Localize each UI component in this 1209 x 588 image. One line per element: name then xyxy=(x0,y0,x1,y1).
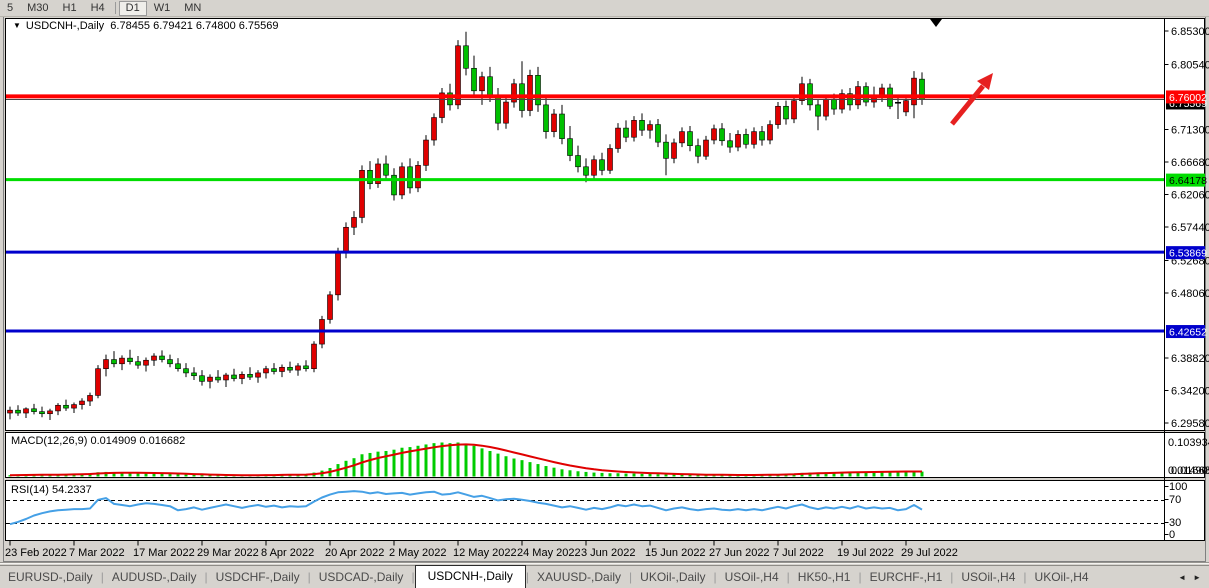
macd-indicator-label: MACD(12,26,9) 0.014909 0.016682 xyxy=(11,435,186,447)
svg-text:0.014909: 0.014909 xyxy=(1168,465,1209,477)
tab-separator: | xyxy=(1023,570,1027,584)
svg-text:6.64178: 6.64178 xyxy=(1169,175,1207,187)
macd-pane xyxy=(5,432,1205,478)
chart-tabs-bar: EURUSD-,Daily | AUDUSD-,Daily | USDCHF-,Dail… xyxy=(0,565,1209,588)
chart-window[interactable]: 6.85300 6.80540 6.71300 6.66680 6.62060 6.574… xyxy=(0,0,1209,565)
svg-text:17 Mar 2022: 17 Mar 2022 xyxy=(133,547,195,559)
svg-text:20 Apr 2022: 20 Apr 2022 xyxy=(325,547,384,559)
trend-arrow[interactable] xyxy=(950,73,993,126)
date-axis[interactable]: 23 Feb 2022 7 Mar 2022 17 Mar 2022 29 Mar 2… xyxy=(5,540,958,560)
svg-text:6.62060: 6.62060 xyxy=(1171,190,1209,202)
svg-text:6.80540: 6.80540 xyxy=(1171,59,1209,71)
svg-text:15 Jun 2022: 15 Jun 2022 xyxy=(645,547,706,559)
price-badge-6.42652: 6.42652 xyxy=(1166,325,1207,339)
price-badge-6.64178: 6.64178 xyxy=(1166,173,1207,187)
svg-text:6.85300: 6.85300 xyxy=(1171,26,1209,38)
svg-text:29 Jul 2022: 29 Jul 2022 xyxy=(901,547,958,559)
chart-tab-usdcad-daily[interactable]: USDCAD-,Daily xyxy=(318,570,404,584)
price-axis[interactable] xyxy=(1164,30,1169,535)
tab-separator: | xyxy=(411,570,415,584)
svg-text:23 Feb 2022: 23 Feb 2022 xyxy=(5,547,67,559)
svg-text:70: 70 xyxy=(1169,494,1181,506)
chart-ohlc-values: 6.78455 6.79421 6.74800 6.75569 xyxy=(110,20,279,32)
svg-text:0: 0 xyxy=(1169,529,1175,541)
tab-separator: | xyxy=(629,570,633,584)
svg-text:6.57440: 6.57440 xyxy=(1171,222,1209,234)
chart-tab-xauusd-daily[interactable]: XAUUSD-,Daily xyxy=(537,570,622,584)
chart-title: ▼ USDCNH-,Daily 6.78455 6.79421 6.74800 6… xyxy=(13,20,279,32)
svg-text:6.53869: 6.53869 xyxy=(1169,248,1207,260)
chart-tab-audusd-daily[interactable]: AUDUSD-,Daily xyxy=(111,570,197,584)
chart-tab-usoil-h4[interactable]: USOil-,H4 xyxy=(961,570,1016,584)
main-price-pane xyxy=(5,18,1205,431)
chart-tab-hk50-h1[interactable]: HK50-,H1 xyxy=(797,570,851,584)
timeframe-button-mn[interactable]: MN xyxy=(184,1,202,14)
rsi-line xyxy=(9,490,923,526)
tab-separator: | xyxy=(786,570,790,584)
tab-scroll-right-icon[interactable]: ► xyxy=(1193,573,1201,582)
svg-text:7 Mar 2022: 7 Mar 2022 xyxy=(69,547,125,559)
chart-tab-usdcnh-daily[interactable]: USDCNH-,Daily xyxy=(414,565,526,588)
chevron-down-icon[interactable]: ▼ xyxy=(13,21,21,30)
price-badge-6.53869: 6.53869 xyxy=(1166,246,1207,260)
price-badge-6.76002: 6.76002 xyxy=(1166,90,1207,104)
svg-text:6.48060: 6.48060 xyxy=(1171,288,1209,300)
tab-separator: | xyxy=(525,570,530,584)
svg-text:6.71300: 6.71300 xyxy=(1171,124,1209,136)
svg-text:3 Jun 2022: 3 Jun 2022 xyxy=(581,547,635,559)
svg-text:30: 30 xyxy=(1169,517,1181,529)
timeframe-button-m30[interactable]: M30 xyxy=(27,1,49,14)
svg-text:6.29580: 6.29580 xyxy=(1171,418,1209,430)
svg-text:100: 100 xyxy=(1169,481,1187,493)
timeframe-button-w1[interactable]: W1 xyxy=(153,1,171,14)
timeframe-button-h4[interactable]: H4 xyxy=(90,1,105,14)
svg-text:27 Jun 2022: 27 Jun 2022 xyxy=(709,547,770,559)
timeframe-button-d1[interactable]: D1 xyxy=(118,0,147,16)
chart-tab-ukoil-h4[interactable]: UKOil-,H4 xyxy=(1034,570,1089,584)
chart-tab-eurusd-daily[interactable]: EURUSD-,Daily xyxy=(8,570,93,584)
timeframe-button-h1[interactable]: H1 xyxy=(62,1,77,14)
svg-text:2 May 2022: 2 May 2022 xyxy=(389,547,446,559)
tab-separator: | xyxy=(204,570,208,584)
chart-tab-ukoil-daily[interactable]: UKOil-,Daily xyxy=(640,570,706,584)
rsi-indicator-label: RSI(14) 54.2337 xyxy=(11,484,92,496)
svg-text:6.42652: 6.42652 xyxy=(1169,327,1207,339)
timeframe-toolbar: 5 M30 H1 H4 D1 W1 MN xyxy=(0,0,1209,17)
chart-tab-eurchf-h1[interactable]: EURCHF-,H1 xyxy=(869,570,943,584)
tab-scroll-left-icon[interactable]: ◄ xyxy=(1178,573,1187,582)
chart-tab-usoil-h4[interactable]: USOil-,H4 xyxy=(724,570,779,584)
svg-text:24 May 2022: 24 May 2022 xyxy=(517,547,581,559)
svg-text:6.38820: 6.38820 xyxy=(1171,353,1209,365)
rsi-pane xyxy=(5,480,1205,541)
chart-symbol-period: USDCNH-,Daily xyxy=(25,20,105,32)
horizontal-price-lines[interactable] xyxy=(6,94,1164,333)
tab-separator: | xyxy=(950,570,954,584)
top-marker-triangle-icon[interactable] xyxy=(930,19,942,27)
svg-text:29 Mar 2022: 29 Mar 2022 xyxy=(197,547,259,559)
svg-text:7 Jul 2022: 7 Jul 2022 xyxy=(773,547,824,559)
svg-text:0.016682: 0.016682 xyxy=(1171,465,1209,477)
tab-separator: | xyxy=(713,570,717,584)
macd-signal-line xyxy=(9,443,922,477)
tab-separator: | xyxy=(307,570,311,584)
tab-separator: | xyxy=(100,570,104,584)
svg-text:12 May 2022: 12 May 2022 xyxy=(453,547,517,559)
tab-separator: | xyxy=(858,570,862,584)
chart-tab-usdchf-daily[interactable]: USDCHF-,Daily xyxy=(215,570,300,584)
toolbar-separator xyxy=(114,2,116,14)
svg-text:8 Apr 2022: 8 Apr 2022 xyxy=(261,547,314,559)
svg-text:6.66680: 6.66680 xyxy=(1171,157,1209,169)
timeframe-button-5[interactable]: 5 xyxy=(7,1,14,14)
svg-text:6.76002: 6.76002 xyxy=(1169,92,1207,104)
svg-text:6.34200: 6.34200 xyxy=(1171,386,1209,398)
svg-text:19 Jul 2022: 19 Jul 2022 xyxy=(837,547,894,559)
svg-text:0.103934: 0.103934 xyxy=(1168,437,1209,449)
